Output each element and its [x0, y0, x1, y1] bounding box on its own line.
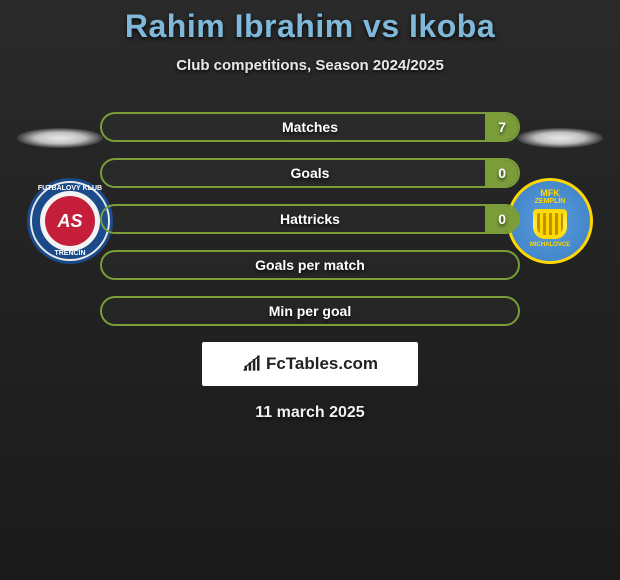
stat-label: Min per goal	[269, 303, 351, 319]
stat-label: Matches	[282, 119, 338, 135]
bar-chart-icon	[242, 354, 262, 374]
comparison-title: Rahim Ibrahim vs Ikoba	[0, 8, 620, 45]
infographic-container: Rahim Ibrahim vs Ikoba Club competitions…	[0, 0, 620, 422]
stat-label: Hattricks	[280, 211, 340, 227]
watermark-label: FcTables.com	[266, 354, 378, 374]
stat-row-matches: Matches 7	[100, 112, 520, 142]
badge-left-bottom-text: TRENČÍN	[54, 250, 85, 257]
stat-right-value: 7	[498, 119, 506, 135]
stat-row-goals: Goals 0	[100, 158, 520, 188]
stat-row-hattricks: Hattricks 0	[100, 204, 520, 234]
stat-right-value: 0	[498, 211, 506, 227]
stat-right-value: 0	[498, 165, 506, 181]
stat-label: Goals per match	[255, 257, 365, 273]
generated-date: 11 march 2025	[0, 404, 620, 422]
stats-area: Matches 7 Goals 0 Hattricks 0 Goals per …	[0, 112, 620, 326]
watermark[interactable]: FcTables.com	[202, 342, 418, 386]
season-subtitle: Club competitions, Season 2024/2025	[0, 57, 620, 74]
badge-left-top-text: FUTBALOVÝ KLUB	[38, 185, 102, 192]
stat-row-goals-per-match: Goals per match	[100, 250, 520, 280]
stat-row-min-per-goal: Min per goal	[100, 296, 520, 326]
stat-label: Goals	[291, 165, 330, 181]
